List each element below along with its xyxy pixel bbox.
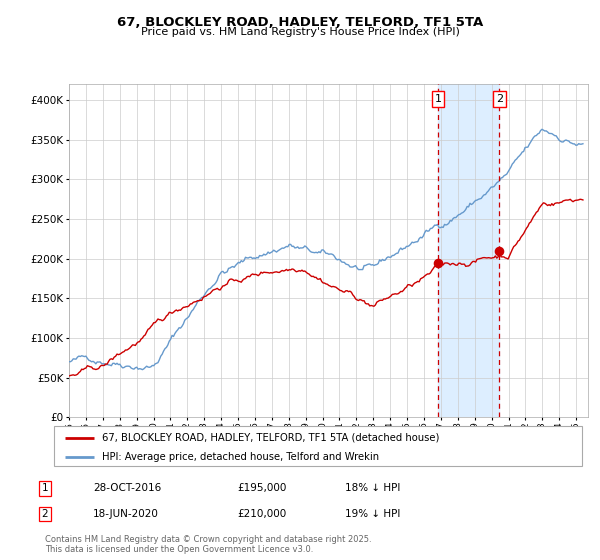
Text: HPI: Average price, detached house, Telford and Wrekin: HPI: Average price, detached house, Telf…	[101, 452, 379, 462]
Text: 28-OCT-2016: 28-OCT-2016	[93, 483, 161, 493]
Text: 18% ↓ HPI: 18% ↓ HPI	[345, 483, 400, 493]
FancyBboxPatch shape	[54, 426, 582, 466]
Text: 1: 1	[41, 483, 49, 493]
Text: Price paid vs. HM Land Registry's House Price Index (HPI): Price paid vs. HM Land Registry's House …	[140, 27, 460, 37]
Text: Contains HM Land Registry data © Crown copyright and database right 2025.
This d: Contains HM Land Registry data © Crown c…	[45, 535, 371, 554]
Text: £210,000: £210,000	[237, 509, 286, 519]
Text: £195,000: £195,000	[237, 483, 286, 493]
Text: 1: 1	[434, 94, 442, 104]
Text: 2: 2	[41, 509, 49, 519]
Text: 19% ↓ HPI: 19% ↓ HPI	[345, 509, 400, 519]
Text: 18-JUN-2020: 18-JUN-2020	[93, 509, 159, 519]
Text: 67, BLOCKLEY ROAD, HADLEY, TELFORD, TF1 5TA (detached house): 67, BLOCKLEY ROAD, HADLEY, TELFORD, TF1 …	[101, 433, 439, 443]
Point	[494, 246, 504, 255]
Bar	[438, 84, 499, 417]
Point	[433, 258, 443, 267]
Text: 67, BLOCKLEY ROAD, HADLEY, TELFORD, TF1 5TA: 67, BLOCKLEY ROAD, HADLEY, TELFORD, TF1 …	[117, 16, 483, 29]
Text: 2: 2	[496, 94, 503, 104]
